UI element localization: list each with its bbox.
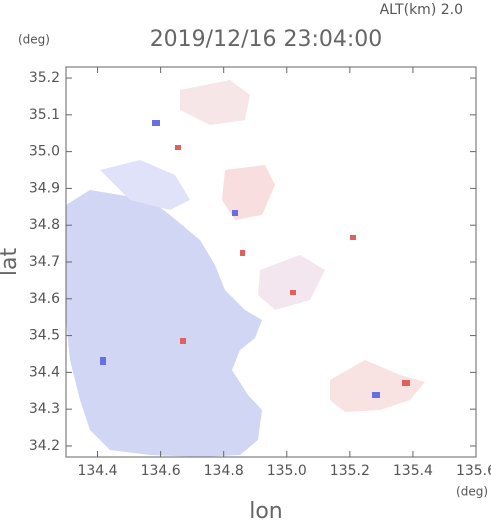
echo-area [258,255,325,310]
echo-cell [350,235,356,240]
altitude-label: ALT(km) 2.0 [380,2,463,18]
echo-area [330,360,425,412]
echo-area [222,165,275,220]
y-axis-label: lat [0,248,22,277]
x-tick-label: 134.8 [204,463,244,479]
echo-area [66,190,262,457]
echo-cell [290,290,296,295]
y-tick-label: 35.0 [29,144,60,160]
x-tick-label: 134.4 [77,463,117,479]
y-tick-label: 35.1 [29,107,60,123]
y-tick-label: 34.2 [29,438,60,454]
echo-cell [152,120,160,126]
echo-area [180,80,250,125]
echo-cell [100,357,106,365]
x-tick-label: 135.2 [330,463,370,479]
echo-cell [175,145,181,150]
echo-cell [180,338,186,344]
y-tick-label: 34.3 [29,401,60,417]
x-tick-label: 135.4 [393,463,433,479]
chart-title: 2019/12/16 23:04:00 [150,27,383,52]
echo-cell [240,250,245,256]
echo-field [66,80,425,457]
x-tick-label: 135.0 [267,463,307,479]
echo-cell [402,380,410,386]
x-unit: (deg) [456,485,488,499]
x-tick-label: 135.6 [456,463,491,479]
echo-cell [372,392,380,398]
y-tick-label: 35.2 [29,70,60,86]
y-tick-label: 34.7 [29,254,60,270]
echo-cell [232,210,238,216]
y-tick-label: 34.6 [29,291,60,307]
y-tick-label: 34.5 [29,328,60,344]
y-unit: (deg) [18,33,50,47]
x-tick-label: 134.6 [141,463,181,479]
y-tick-label: 34.8 [29,217,60,233]
x-axis-label: lon [249,499,283,521]
y-tick-label: 34.4 [29,364,60,380]
y-tick-label: 34.9 [29,180,60,196]
echo-area [100,160,190,210]
